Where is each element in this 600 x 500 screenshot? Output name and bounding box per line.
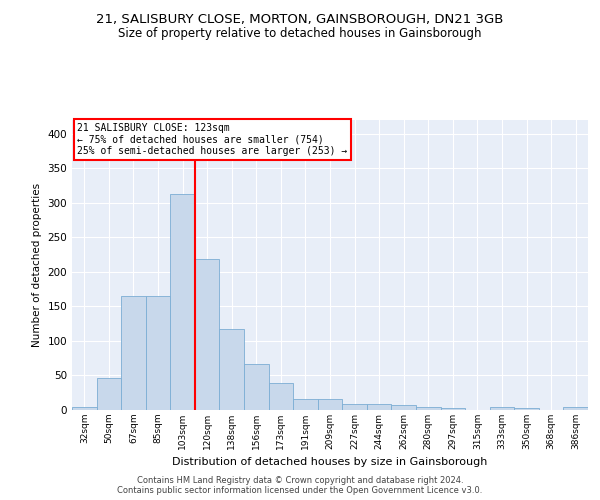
Bar [170,194,195,410]
Bar [293,399,318,410]
Bar [416,406,440,410]
Text: 21 SALISBURY CLOSE: 123sqm
← 75% of detached houses are smaller (754)
25% of sem: 21 SALISBURY CLOSE: 123sqm ← 75% of deta… [77,123,347,156]
Bar [220,329,244,410]
Bar [97,378,121,410]
Text: Contains HM Land Registry data © Crown copyright and database right 2024.: Contains HM Land Registry data © Crown c… [137,476,463,485]
Bar [440,408,465,410]
Bar [391,405,416,410]
Bar [269,383,293,410]
Bar [244,364,269,410]
Bar [195,259,220,410]
Bar [563,407,588,410]
Bar [121,296,146,410]
Bar [72,406,97,410]
Bar [514,408,539,410]
Bar [318,399,342,410]
Text: Contains public sector information licensed under the Open Government Licence v3: Contains public sector information licen… [118,486,482,495]
Bar [367,404,391,410]
Text: 21, SALISBURY CLOSE, MORTON, GAINSBOROUGH, DN21 3GB: 21, SALISBURY CLOSE, MORTON, GAINSBOROUG… [97,12,503,26]
Bar [490,407,514,410]
Bar [342,404,367,410]
Bar [146,296,170,410]
Text: Size of property relative to detached houses in Gainsborough: Size of property relative to detached ho… [118,28,482,40]
X-axis label: Distribution of detached houses by size in Gainsborough: Distribution of detached houses by size … [172,458,488,468]
Y-axis label: Number of detached properties: Number of detached properties [32,183,42,347]
